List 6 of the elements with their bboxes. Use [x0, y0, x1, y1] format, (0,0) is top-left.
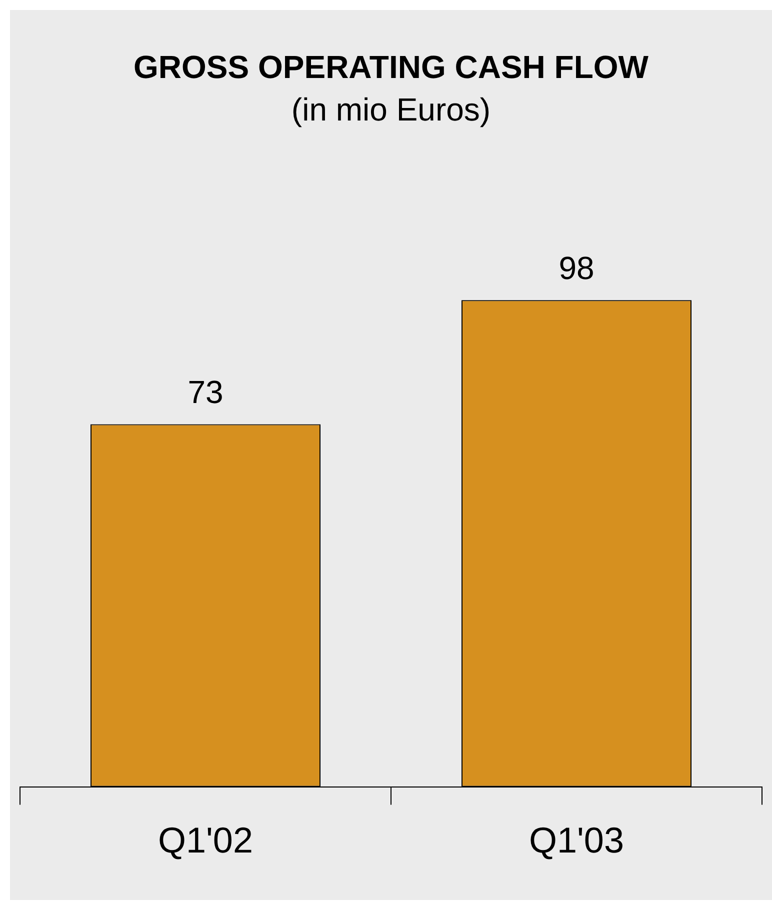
x-tick-label: Q1'03 [529, 819, 624, 860]
chart-title: GROSS OPERATING CASH FLOW [134, 49, 650, 86]
data-label: 73 [188, 374, 224, 410]
data-label: 98 [558, 250, 594, 286]
chart-subtitle: (in mio Euros) [291, 91, 491, 128]
x-tick-label: Q1'02 [158, 819, 253, 860]
